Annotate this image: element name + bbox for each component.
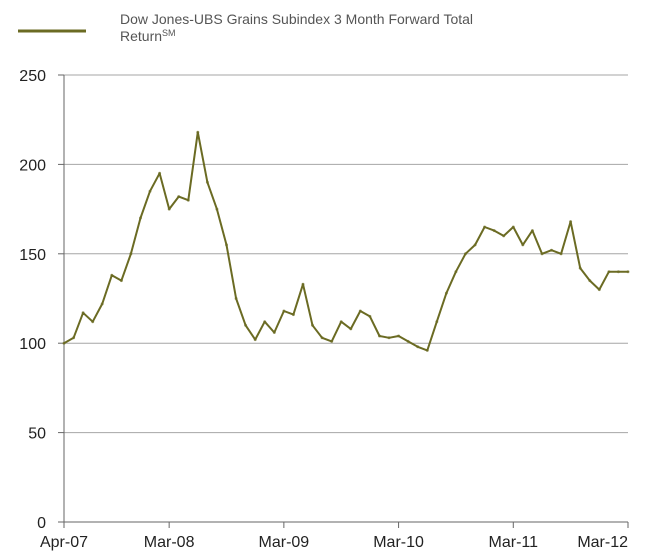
data-point-2008-09 <box>225 243 228 247</box>
data-point-2011-05 <box>530 229 534 233</box>
data-point-2010-09 <box>454 270 458 274</box>
data-point-2009-06 <box>311 323 314 327</box>
legend-label-return: Return <box>120 28 162 44</box>
x-tick-label-mar-10: Mar-10 <box>373 534 424 551</box>
data-point-2009-05 <box>301 282 305 286</box>
data-point-2011-02 <box>502 234 506 238</box>
data-point-2010-05 <box>416 345 420 349</box>
legend-label-superscript: SM <box>162 28 176 38</box>
y-tick-label-0: 0 <box>37 515 46 532</box>
data-point-2009-01 <box>263 320 267 324</box>
data-point-2010-08 <box>444 291 448 295</box>
data-point-2011-12 <box>597 288 601 292</box>
data-point-2011-10 <box>578 266 582 270</box>
data-point-2011-01 <box>492 229 496 233</box>
gridlines <box>64 74 628 434</box>
data-point-2007-04 <box>62 341 66 345</box>
x-tick-label-apr-07: Apr-07 <box>40 534 88 551</box>
x-tick-label-mar-11: Mar-11 <box>489 534 539 551</box>
y-axis-ticks: 0 50 100 150 200 250 <box>19 68 64 532</box>
data-point-2009-10 <box>349 327 353 331</box>
data-point-2007-11 <box>129 252 133 256</box>
data-point-2011-07 <box>550 248 553 252</box>
data-point-2009-02 <box>272 331 276 334</box>
data-point-2011-09 <box>569 220 573 224</box>
y-tick-label-200: 200 <box>19 157 46 174</box>
data-point-2009-04 <box>291 313 295 317</box>
series-group <box>62 130 630 352</box>
data-point-2007-06 <box>81 311 85 315</box>
data-point-2009-09 <box>339 320 343 324</box>
data-point-2009-11 <box>358 309 362 313</box>
data-point-2008-12 <box>253 338 257 342</box>
data-point-2011-11 <box>588 279 592 283</box>
data-point-2008-07 <box>205 180 209 184</box>
data-point-2012-02 <box>616 270 620 274</box>
y-tick-label-250: 250 <box>19 68 46 85</box>
data-point-2010-10 <box>464 252 467 256</box>
data-point-2009-08 <box>330 339 334 343</box>
x-tick-label-mar-09: Mar-09 <box>259 534 310 551</box>
data-point-2007-07 <box>91 320 95 324</box>
y-tick-label-100: 100 <box>19 336 46 353</box>
data-point-2010-11 <box>473 243 477 247</box>
axes <box>63 75 628 523</box>
data-point-2007-08 <box>100 302 104 306</box>
series-line-0 <box>63 131 629 352</box>
data-point-2008-02 <box>158 171 162 175</box>
data-point-2007-09 <box>110 273 114 277</box>
data-point-2010-03 <box>397 334 401 338</box>
y-tick-label-150: 150 <box>19 247 46 264</box>
data-point-2010-02 <box>387 336 391 340</box>
data-point-2008-08 <box>215 207 219 211</box>
data-point-2008-01 <box>148 189 152 193</box>
data-point-2010-07 <box>435 320 439 324</box>
data-point-2012-03 <box>626 270 630 274</box>
data-point-2009-07 <box>320 336 324 340</box>
legend: Dow Jones-UBS Grains Subindex 3 Month Fo… <box>18 11 473 44</box>
data-point-2008-11 <box>244 323 248 327</box>
data-point-2009-03 <box>282 309 286 313</box>
data-point-2008-05 <box>186 198 190 202</box>
data-point-2007-12 <box>139 216 142 220</box>
data-point-2008-03 <box>167 207 171 211</box>
data-point-2009-12 <box>368 314 372 318</box>
data-point-2010-04 <box>406 339 410 343</box>
legend-label-line2: ReturnSM <box>120 28 176 44</box>
data-point-2008-10 <box>234 297 238 300</box>
data-point-2011-04 <box>521 243 525 247</box>
data-point-2008-06 <box>196 130 200 134</box>
data-point-2011-03 <box>511 225 515 229</box>
data-point-2010-01 <box>378 334 381 338</box>
x-axis-ticks: Apr-07 Mar-08 Mar-09 Mar-10 Mar-11 Mar-12 <box>40 522 629 551</box>
data-point-2011-08 <box>559 252 563 256</box>
data-point-2007-05 <box>72 336 76 340</box>
x-tick-label-mar-08: Mar-08 <box>144 534 195 551</box>
data-point-2012-01 <box>607 270 611 274</box>
data-point-2007-10 <box>119 279 123 283</box>
legend-label: Dow Jones-UBS Grains Subindex 3 Month Fo… <box>120 11 473 27</box>
data-point-2010-12 <box>483 225 487 229</box>
data-point-2010-06 <box>425 348 429 352</box>
x-tick-label-mar-12: Mar-12 <box>577 534 628 551</box>
data-point-2011-06 <box>540 252 544 256</box>
data-point-2008-04 <box>177 195 181 199</box>
y-tick-label-50: 50 <box>28 426 46 443</box>
